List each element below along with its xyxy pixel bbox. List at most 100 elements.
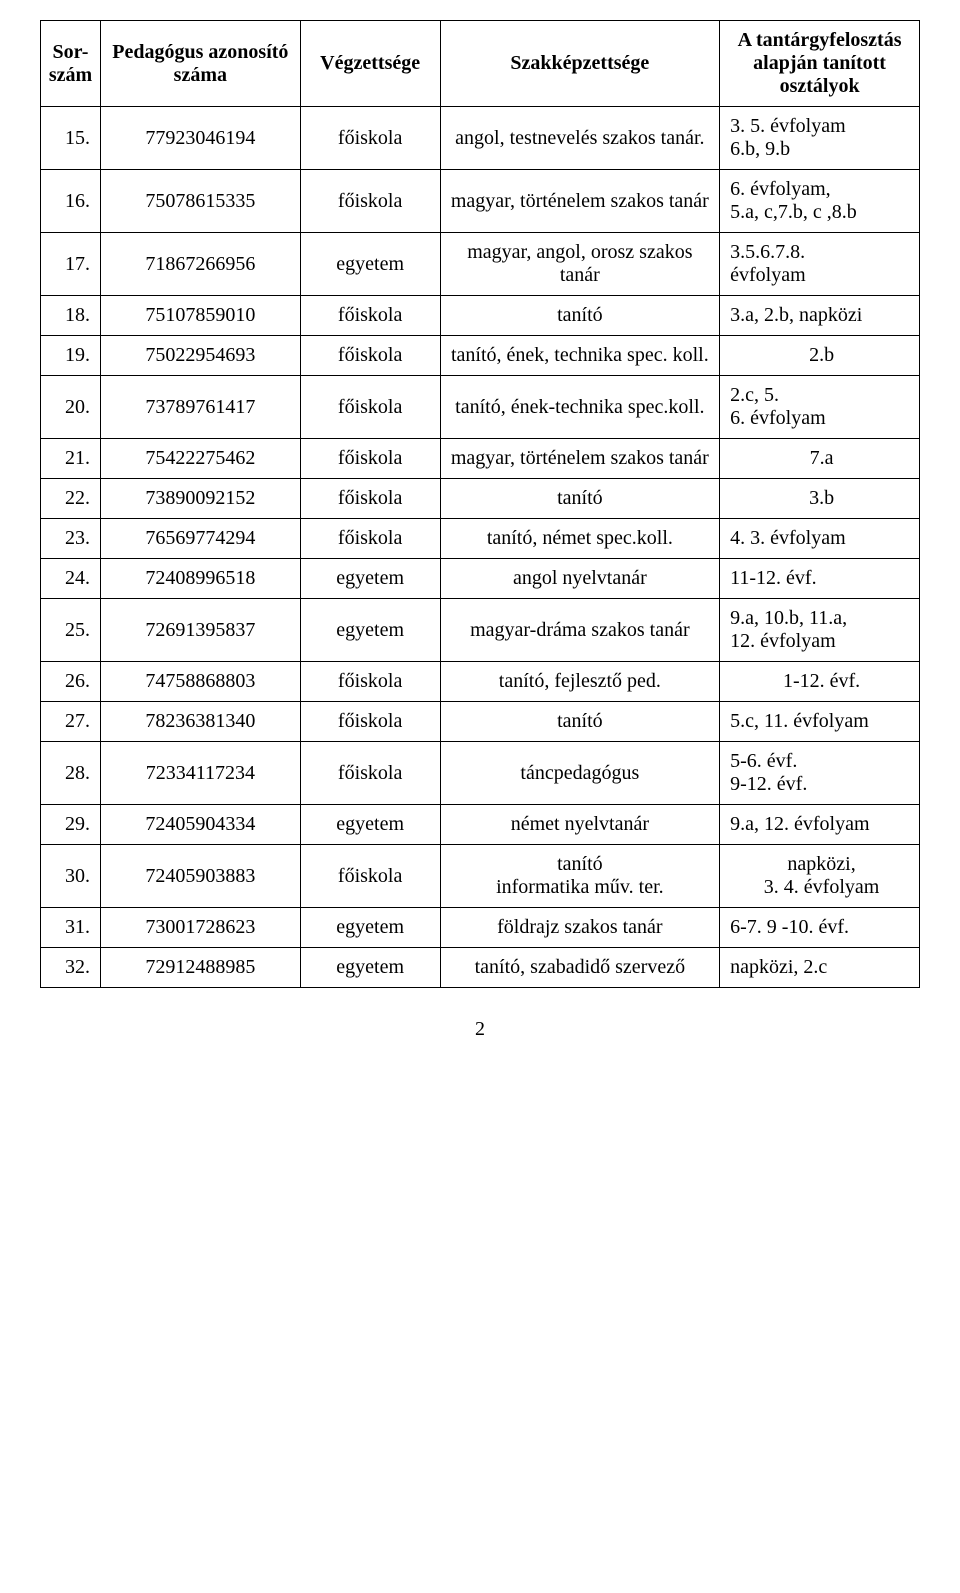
cell-sor: 15. <box>41 107 101 170</box>
cell-szak: tanító <box>440 479 720 519</box>
cell-sor: 22. <box>41 479 101 519</box>
cell-oszt: 3.b <box>720 479 920 519</box>
cell-szak: tanító, szabadidő szervező <box>440 948 720 988</box>
table-row: 18.75107859010főiskolatanító3.a, 2.b, na… <box>41 296 920 336</box>
cell-oszt: 7.a <box>720 439 920 479</box>
cell-vegz: főiskola <box>300 479 440 519</box>
table-header-row: Sor-szám Pedagógus azonosító száma Végze… <box>41 21 920 107</box>
cell-vegz: főiskola <box>300 702 440 742</box>
cell-vegz: főiskola <box>300 336 440 376</box>
cell-sor: 29. <box>41 805 101 845</box>
table-row: 26.74758868803főiskolatanító, fejlesztő … <box>41 662 920 702</box>
cell-szak: tanító, fejlesztő ped. <box>440 662 720 702</box>
header-id: Pedagógus azonosító száma <box>100 21 300 107</box>
cell-oszt: 6-7. 9 -10. évf. <box>720 908 920 948</box>
cell-sor: 27. <box>41 702 101 742</box>
cell-szak: tanító, német spec.koll. <box>440 519 720 559</box>
cell-id: 73001728623 <box>100 908 300 948</box>
cell-oszt: 2.c, 5.6. évfolyam <box>720 376 920 439</box>
table-row: 31.73001728623egyetemföldrajz szakos tan… <box>41 908 920 948</box>
teachers-table: Sor-szám Pedagógus azonosító száma Végze… <box>40 20 920 988</box>
cell-oszt: napközi,3. 4. évfolyam <box>720 845 920 908</box>
cell-vegz: főiskola <box>300 107 440 170</box>
cell-sor: 23. <box>41 519 101 559</box>
cell-oszt: 2.b <box>720 336 920 376</box>
cell-id: 72912488985 <box>100 948 300 988</box>
cell-szak: angol, testnevelés szakos tanár. <box>440 107 720 170</box>
cell-sor: 32. <box>41 948 101 988</box>
table-row: 30.72405903883főiskolatanítóinformatika … <box>41 845 920 908</box>
cell-vegz: főiskola <box>300 376 440 439</box>
cell-szak: magyar-dráma szakos tanár <box>440 599 720 662</box>
cell-id: 71867266956 <box>100 233 300 296</box>
cell-sor: 20. <box>41 376 101 439</box>
header-oszt: A tantárgyfelosztás alapján tanított osz… <box>720 21 920 107</box>
cell-szak: magyar, angol, orosz szakos tanár <box>440 233 720 296</box>
cell-id: 72691395837 <box>100 599 300 662</box>
table-row: 20.73789761417főiskolatanító, ének-techn… <box>41 376 920 439</box>
cell-szak: magyar, történelem szakos tanár <box>440 170 720 233</box>
cell-id: 75422275462 <box>100 439 300 479</box>
header-vegz: Végzettsége <box>300 21 440 107</box>
table-row: 29.72405904334egyetemnémet nyelvtanár9.a… <box>41 805 920 845</box>
cell-sor: 21. <box>41 439 101 479</box>
table-row: 17.71867266956egyetemmagyar, angol, oros… <box>41 233 920 296</box>
cell-sor: 31. <box>41 908 101 948</box>
cell-id: 72405904334 <box>100 805 300 845</box>
table-row: 32.72912488985egyetemtanító, szabadidő s… <box>41 948 920 988</box>
table-row: 23.76569774294főiskolatanító, német spec… <box>41 519 920 559</box>
cell-vegz: egyetem <box>300 599 440 662</box>
cell-vegz: egyetem <box>300 233 440 296</box>
table-row: 19.75022954693főiskolatanító, ének, tech… <box>41 336 920 376</box>
cell-id: 73789761417 <box>100 376 300 439</box>
header-sor: Sor-szám <box>41 21 101 107</box>
cell-vegz: egyetem <box>300 805 440 845</box>
cell-szak: magyar, történelem szakos tanár <box>440 439 720 479</box>
cell-id: 72334117234 <box>100 742 300 805</box>
cell-sor: 30. <box>41 845 101 908</box>
cell-oszt: 9.a, 10.b, 11.a,12. évfolyam <box>720 599 920 662</box>
cell-vegz: egyetem <box>300 948 440 988</box>
table-row: 22.73890092152főiskolatanító3.b <box>41 479 920 519</box>
cell-oszt: napközi, 2.c <box>720 948 920 988</box>
cell-szak: földrajz szakos tanár <box>440 908 720 948</box>
cell-vegz: főiskola <box>300 742 440 805</box>
cell-szak: táncpedagógus <box>440 742 720 805</box>
table-row: 16.75078615335főiskolamagyar, történelem… <box>41 170 920 233</box>
cell-vegz: főiskola <box>300 296 440 336</box>
cell-szak: tanító, ének, technika spec. koll. <box>440 336 720 376</box>
cell-id: 75078615335 <box>100 170 300 233</box>
cell-id: 77923046194 <box>100 107 300 170</box>
cell-id: 75107859010 <box>100 296 300 336</box>
cell-oszt: 5-6. évf.9-12. évf. <box>720 742 920 805</box>
cell-vegz: főiskola <box>300 170 440 233</box>
cell-oszt: 4. 3. évfolyam <box>720 519 920 559</box>
table-row: 15.77923046194főiskolaangol, testnevelés… <box>41 107 920 170</box>
page-number: 2 <box>40 1018 920 1041</box>
cell-vegz: főiskola <box>300 662 440 702</box>
cell-id: 72408996518 <box>100 559 300 599</box>
cell-oszt: 3.5.6.7.8.évfolyam <box>720 233 920 296</box>
table-row: 25.72691395837egyetemmagyar-dráma szakos… <box>41 599 920 662</box>
cell-id: 72405903883 <box>100 845 300 908</box>
cell-vegz: főiskola <box>300 845 440 908</box>
cell-szak: tanító <box>440 296 720 336</box>
cell-sor: 28. <box>41 742 101 805</box>
cell-oszt: 6. évfolyam,5.a, c,7.b, c ,8.b <box>720 170 920 233</box>
cell-vegz: főiskola <box>300 439 440 479</box>
cell-sor: 24. <box>41 559 101 599</box>
cell-oszt: 3.a, 2.b, napközi <box>720 296 920 336</box>
cell-oszt: 3. 5. évfolyam6.b, 9.b <box>720 107 920 170</box>
header-szak: Szakképzettsége <box>440 21 720 107</box>
cell-sor: 16. <box>41 170 101 233</box>
cell-id: 76569774294 <box>100 519 300 559</box>
cell-oszt: 11-12. évf. <box>720 559 920 599</box>
cell-szak: tanító <box>440 702 720 742</box>
cell-sor: 17. <box>41 233 101 296</box>
cell-vegz: főiskola <box>300 519 440 559</box>
cell-id: 75022954693 <box>100 336 300 376</box>
cell-id: 74758868803 <box>100 662 300 702</box>
cell-szak: tanítóinformatika műv. ter. <box>440 845 720 908</box>
cell-sor: 19. <box>41 336 101 376</box>
table-row: 21.75422275462főiskolamagyar, történelem… <box>41 439 920 479</box>
